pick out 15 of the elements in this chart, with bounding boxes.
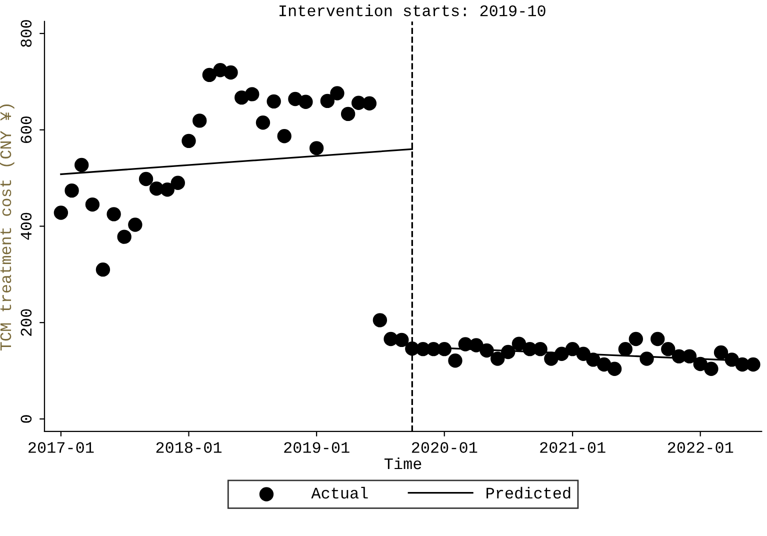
x-tick-label: 2018-01 [156,442,222,453]
y-tick-label: 200 [20,309,32,336]
y-tick-label: 400 [20,212,32,240]
x-tick-label: 2019-01 [284,442,350,453]
legend-label: Predicted [486,486,570,499]
x-tick-label: 2020-01 [412,442,478,453]
y-tick-label: 0 [20,415,32,423]
legend-label: Actual [311,486,368,499]
x-tick-label: 2017-01 [28,442,94,453]
y-tick-label: 600 [20,116,32,144]
y-tick-label: 800 [20,20,32,47]
ref-line-label: Intervention starts: 2019-10 [280,4,546,16]
x-tick-label: 2022-01 [668,442,734,453]
x-axis-title: Time [384,457,422,470]
x-tick-label: 2021-01 [540,442,606,453]
